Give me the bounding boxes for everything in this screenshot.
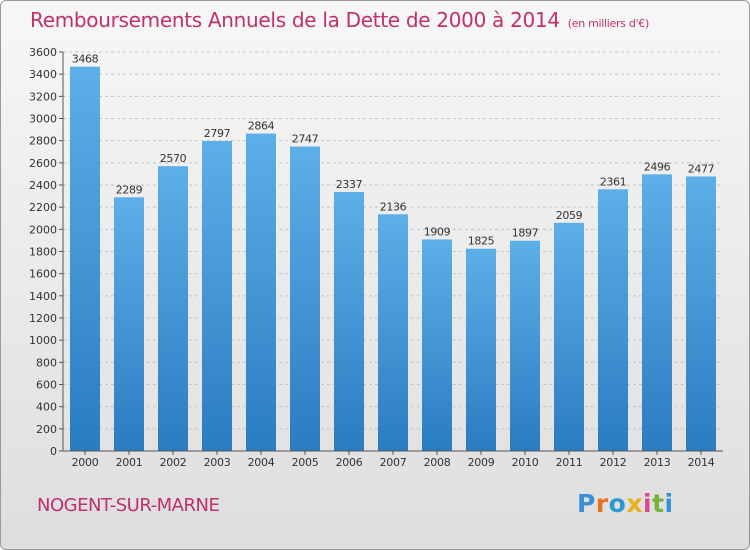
- y-tick-label: 2000: [29, 223, 57, 236]
- y-tick-label: 2200: [29, 201, 57, 214]
- y-tick-label: 1000: [29, 334, 57, 347]
- unit-note: (en milliers d'€): [567, 17, 649, 30]
- bar: [290, 146, 320, 451]
- logo-letter: x: [626, 489, 643, 518]
- logo-letter: i: [643, 489, 653, 518]
- x-tick-label: 2003: [204, 456, 231, 469]
- bar: [598, 189, 628, 451]
- bar-value-label: 2747: [292, 133, 319, 146]
- x-tick-label: 2012: [600, 456, 627, 469]
- x-tick-label: 2010: [512, 456, 539, 469]
- x-tick-label: 2002: [160, 456, 187, 469]
- x-tick-label: 2004: [248, 456, 275, 469]
- x-tick-label: 2007: [380, 456, 407, 469]
- x-tick-label: 2009: [468, 456, 495, 469]
- x-tick-label: 2014: [688, 456, 715, 469]
- y-tick-label: 800: [36, 356, 57, 369]
- bar: [246, 133, 276, 451]
- y-tick-label: 3000: [29, 113, 57, 126]
- bar-value-label: 2136: [380, 200, 407, 213]
- bar: [554, 222, 584, 451]
- x-tick-label: 2000: [72, 456, 99, 469]
- bar: [202, 140, 232, 452]
- y-tick-label: 2800: [29, 135, 57, 148]
- bar-value-label: 2496: [644, 160, 671, 173]
- y-tick-label: 600: [36, 379, 57, 392]
- bar-value-label: 3468: [72, 53, 99, 66]
- bar-value-label: 2289: [116, 183, 143, 196]
- bar-value-label: 2059: [556, 209, 583, 222]
- y-tick-label: 1400: [29, 290, 57, 303]
- x-tick-label: 2006: [336, 456, 363, 469]
- axes: [59, 51, 723, 455]
- labels: 0 200 400 600 800 1000 1200 1400 1600 1800 2000 220…: [29, 46, 715, 469]
- y-tick-label: 200: [36, 423, 57, 436]
- bar-value-label: 2797: [204, 127, 231, 140]
- x-tick-label: 2005: [292, 456, 319, 469]
- title-text: Remboursements Annuels de la Dette de 20…: [30, 8, 560, 32]
- logo-letter: o: [608, 489, 627, 518]
- commune-name: NOGENT-SUR-MARNE: [37, 495, 220, 516]
- bar-value-label: 1825: [468, 235, 495, 248]
- bar: [686, 176, 716, 452]
- bar: [378, 214, 408, 451]
- y-tick-label: 1600: [29, 268, 57, 281]
- bar-value-label: 2570: [160, 152, 187, 165]
- bar-value-label: 2361: [600, 175, 626, 188]
- bar-value-label: 2477: [688, 162, 715, 175]
- logo-letter: t: [652, 489, 665, 518]
- bar: [642, 174, 672, 452]
- y-tick-label: 1800: [29, 246, 57, 259]
- proxiti-logo: Proxiti: [577, 489, 674, 518]
- logo-letter: i: [664, 489, 674, 518]
- y-tick-label: 400: [36, 401, 57, 414]
- bar-value-label: 2337: [336, 178, 363, 191]
- bar: [70, 66, 100, 451]
- x-tick-label: 2013: [644, 456, 671, 469]
- x-tick-label: 2008: [424, 456, 451, 469]
- y-tick-label: 2400: [29, 179, 57, 192]
- y-tick-label: 3400: [29, 68, 57, 81]
- bar-value-label: 1909: [424, 225, 451, 238]
- bar: [422, 239, 452, 451]
- x-tick-label: 2011: [556, 456, 583, 469]
- bars: [70, 66, 716, 452]
- bar: [158, 166, 188, 452]
- logo-letter: r: [595, 489, 609, 518]
- bar: [466, 248, 496, 451]
- y-tick-label: 3200: [29, 90, 57, 103]
- logo-letter: P: [577, 489, 596, 518]
- y-tick-label: 3600: [29, 46, 57, 59]
- bar-value-label: 1897: [512, 227, 539, 240]
- bar: [510, 240, 540, 451]
- y-tick-label: 0: [50, 445, 57, 458]
- x-tick-label: 2001: [116, 456, 143, 469]
- bar: [114, 197, 144, 451]
- bar: [334, 191, 364, 452]
- y-tick-label: 2600: [29, 157, 57, 170]
- y-tick-label: 1200: [29, 312, 57, 325]
- chart-title: Remboursements Annuels de la Dette de 20…: [30, 8, 649, 32]
- bar-value-label: 2864: [248, 120, 275, 133]
